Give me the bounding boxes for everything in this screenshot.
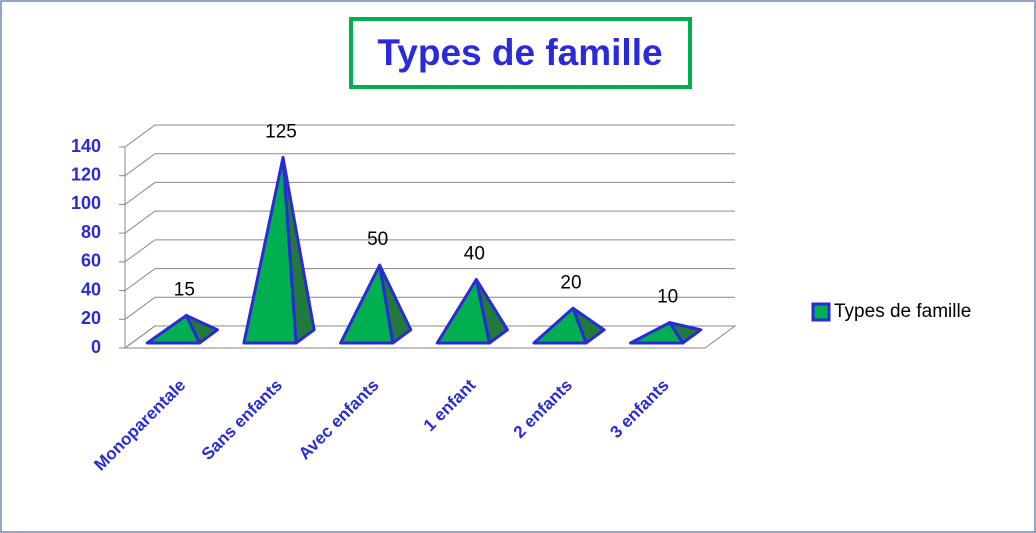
title-box [349, 17, 692, 89]
grid-line [124, 124, 735, 148]
grid-line [124, 210, 735, 234]
data-label: 10 [657, 287, 678, 308]
y-tick-label: 20 [81, 308, 101, 328]
grid-line [124, 325, 735, 349]
y-tick-label: 120 [71, 164, 101, 184]
grid-line [124, 239, 735, 263]
data-label: 20 [560, 272, 581, 293]
legend-swatch [811, 302, 831, 322]
data-label: 50 [367, 229, 388, 250]
data-label: 40 [464, 244, 485, 265]
y-tick-label: 40 [81, 279, 101, 299]
pyramid [629, 321, 685, 345]
pyramid [532, 306, 588, 345]
pyramid [242, 156, 298, 345]
grid-line [124, 296, 735, 320]
y-tick-label: 60 [81, 251, 101, 271]
grid-line [124, 181, 735, 205]
grid-line [124, 268, 735, 291]
pyramid [145, 313, 201, 345]
legend-label: Types de famille [834, 301, 971, 322]
pyramid [435, 278, 491, 345]
grid-line [124, 153, 735, 177]
y-tick-label: 100 [71, 193, 101, 213]
chart-title: Types de famille [377, 32, 662, 73]
y-tick-label: 80 [81, 222, 101, 242]
y-tick-label: 140 [71, 136, 101, 156]
pyramid [339, 263, 395, 345]
y-tick-label: 0 [91, 337, 101, 357]
data-label: 15 [174, 279, 195, 300]
data-label: 125 [265, 122, 297, 143]
